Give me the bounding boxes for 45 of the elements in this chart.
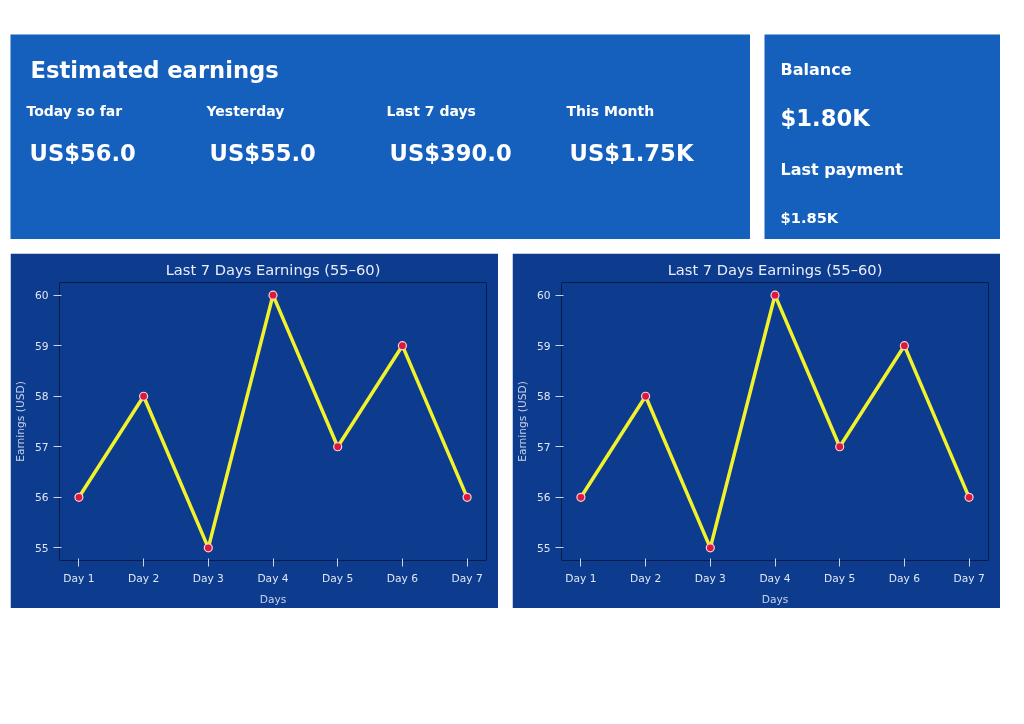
chart-title: Last 7 Days Earnings (55–60) — [667, 260, 883, 278]
x-tick-label: Day 1 — [565, 571, 597, 585]
y-tick-label: 55 — [536, 541, 551, 555]
x-tick-label: Day 1 — [63, 571, 95, 585]
text: Yesterday — [205, 102, 285, 119]
text: This Month — [566, 102, 655, 119]
y-tick-label: 60 — [34, 289, 49, 303]
y-tick-label: 56 — [536, 491, 551, 505]
text: $1.85K — [780, 209, 839, 226]
text: Estimated earnings — [30, 56, 279, 83]
x-tick-label: Day 3 — [694, 571, 726, 585]
x-tick-label: Day 2 — [128, 571, 160, 585]
y-tick-label: 59 — [34, 339, 49, 353]
text: US$55.0 — [209, 139, 316, 166]
y-tick-label: 57 — [34, 440, 49, 454]
text: Last payment — [780, 160, 904, 179]
y-tick-label: 58 — [34, 390, 49, 404]
x-tick-label: Day 7 — [953, 571, 985, 585]
x-axis-title: Days — [259, 592, 287, 606]
y-axis-title: Earnings (USD) — [13, 381, 27, 462]
x-tick-label: Day 4 — [257, 571, 289, 585]
text: Balance — [780, 60, 852, 79]
text: US$1.75K — [569, 139, 695, 166]
x-tick-label: Day 5 — [322, 571, 354, 585]
x-tick-label: Day 5 — [824, 571, 856, 585]
x-tick-label: Day 6 — [888, 571, 921, 585]
y-axis-title: Earnings (USD) — [515, 381, 529, 462]
y-tick-label: 55 — [34, 541, 49, 555]
x-tick-label: Day 6 — [386, 571, 419, 585]
text: $1.80K — [780, 104, 872, 131]
chart-title: Last 7 Days Earnings (55–60) — [165, 260, 381, 278]
y-tick-label: 57 — [536, 440, 551, 454]
text: Today so far — [26, 102, 123, 119]
x-axis-title: Days — [761, 592, 789, 606]
text: US$56.0 — [29, 139, 136, 166]
x-tick-label: Day 2 — [630, 571, 662, 585]
text: US$390.0 — [389, 139, 512, 166]
y-tick-label: 59 — [536, 339, 551, 353]
y-tick-label: 56 — [34, 491, 49, 505]
y-tick-label: 58 — [536, 390, 551, 404]
x-tick-label: Day 4 — [759, 571, 791, 585]
x-tick-label: Day 7 — [451, 571, 483, 585]
text: Last 7 days — [386, 102, 476, 119]
y-tick-label: 60 — [536, 289, 551, 303]
x-tick-label: Day 3 — [192, 571, 224, 585]
